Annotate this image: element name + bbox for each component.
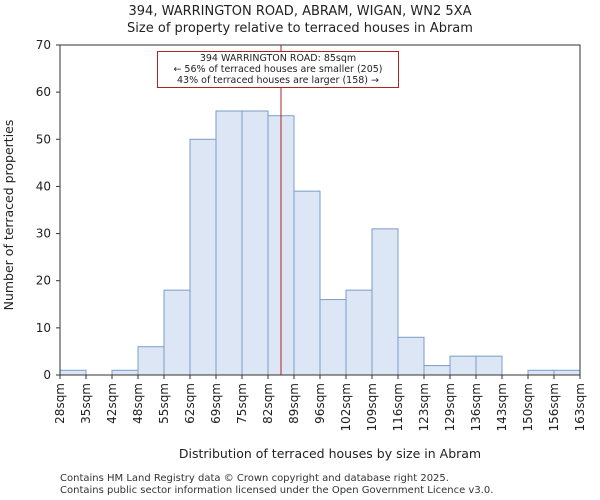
- axes-group: 0 10 20 30 40 50 60 70 28sqm 35sqm 42sqm 48sqm 55sqm…: [36, 38, 587, 431]
- y-tick-label: 40: [36, 179, 51, 193]
- bar-62sqm: [189, 138, 217, 376]
- y-tick-label: 10: [36, 321, 51, 335]
- x-tick-label: 143sqm: [495, 383, 509, 431]
- bar-42sqm: [111, 369, 139, 376]
- bar-75sqm: [241, 110, 269, 376]
- x-tick-label: 55sqm: [157, 383, 171, 424]
- annotation-line-1: 394 WARRINGTON ROAD: 85sqm: [199, 53, 357, 64]
- y-tick-label: 0: [43, 368, 51, 382]
- x-tick-label: 96sqm: [313, 383, 327, 424]
- x-tick-label: 89sqm: [287, 383, 301, 424]
- bar-89sqm: [293, 190, 321, 376]
- bar-150sqm: [527, 369, 555, 376]
- bar-69sqm: [215, 110, 243, 376]
- y-axis-label: Number of terraced properties: [1, 120, 16, 311]
- bar-48sqm: [137, 346, 165, 376]
- x-tick-label: 69sqm: [209, 383, 223, 424]
- bar-28sqm: [59, 369, 87, 376]
- annotation-line-2: ← 56% of terraced houses are smaller (20…: [173, 64, 383, 75]
- bar-96sqm: [319, 299, 347, 376]
- x-tick-label: 163sqm: [573, 383, 587, 431]
- x-tick-label: 28sqm: [53, 383, 67, 424]
- y-tick-label: 50: [36, 132, 51, 146]
- bars-group: [59, 110, 581, 376]
- bar-116sqm: [397, 336, 425, 376]
- x-tick-label: 102sqm: [339, 383, 353, 431]
- y-tick-label: 70: [36, 38, 51, 52]
- chart-title: 394, WARRINGTON ROAD, ABRAM, WIGAN, WN2 …: [128, 4, 472, 19]
- footer-line-2: Contains public sector information licen…: [60, 485, 494, 496]
- x-tick-label: 42sqm: [105, 383, 119, 424]
- annotation-line-3: 43% of terraced houses are larger (158) …: [177, 75, 379, 86]
- bar-136sqm: [475, 355, 503, 376]
- bar-156sqm: [553, 369, 581, 376]
- x-tick-label: 123sqm: [417, 383, 431, 431]
- chart-subtitle: Size of property relative to terraced ho…: [127, 21, 473, 36]
- y-tick-label: 30: [36, 227, 51, 241]
- y-tick-label: 20: [36, 274, 51, 288]
- bar-123sqm: [423, 365, 451, 376]
- x-tick-label: 48sqm: [131, 383, 145, 424]
- x-tick-label: 62sqm: [183, 383, 197, 424]
- footer-line-1: Contains HM Land Registry data © Crown c…: [60, 473, 449, 484]
- bar-109sqm: [371, 228, 399, 376]
- y-tick-label: 60: [36, 85, 51, 99]
- x-tick-label: 82sqm: [261, 383, 275, 424]
- bar-102sqm: [345, 289, 373, 376]
- x-tick-label: 109sqm: [365, 383, 379, 431]
- x-tick-label: 35sqm: [79, 383, 93, 424]
- x-tick-label: 136sqm: [469, 383, 483, 431]
- x-tick-label: 150sqm: [521, 383, 535, 431]
- x-tick-label: 75sqm: [235, 383, 249, 424]
- x-tick-label: 156sqm: [547, 383, 561, 431]
- annotation-box: 394 WARRINGTON ROAD: 85sqm ← 56% of terr…: [157, 51, 399, 88]
- x-tick-label: 129sqm: [443, 383, 457, 431]
- x-tick-label: 116sqm: [391, 383, 405, 431]
- x-axis-label: Distribution of terraced houses by size …: [179, 446, 481, 461]
- bar-55sqm: [163, 289, 191, 376]
- bar-129sqm: [449, 355, 477, 376]
